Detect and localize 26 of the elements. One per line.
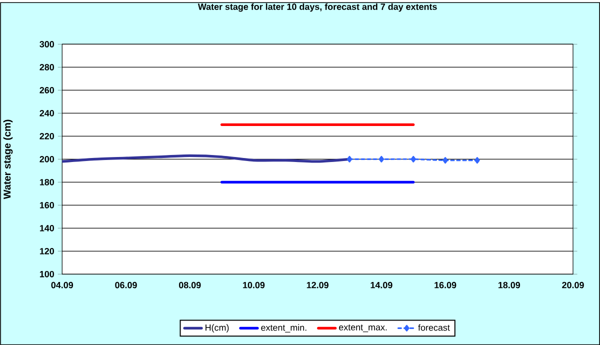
x-tick-label: 18.09 — [498, 282, 520, 288]
x-tick-label: 06.09 — [115, 282, 137, 288]
x-tick-label: 10.09 — [243, 282, 265, 288]
y-tick-label: 160 — [40, 202, 54, 208]
legend-label: extent_max. — [339, 324, 387, 332]
y-tick-label: 220 — [40, 132, 54, 140]
y-axis-title: Water stage (cm) — [3, 120, 13, 200]
x-tick-label: 04.09 — [51, 282, 74, 288]
y-tick-label: 280 — [40, 64, 54, 70]
x-tick-label: 16.09 — [434, 282, 456, 288]
y-tick-label: 100 — [40, 270, 54, 278]
x-tick-label: 08.09 — [179, 282, 201, 288]
y-tick-label: 240 — [40, 110, 54, 116]
y-tick-label: 140 — [40, 224, 54, 232]
x-tick-label: 14.09 — [370, 282, 392, 288]
y-tick-label: 120 — [40, 248, 54, 254]
x-tick-label: 20.09 — [562, 282, 584, 288]
y-tick-label: 180 — [40, 178, 54, 186]
y-tick-label: 300 — [40, 40, 54, 48]
y-tick-label: 200 — [40, 156, 54, 162]
legend-label: H(cm) — [206, 324, 229, 332]
x-tick-label: 12.09 — [306, 282, 328, 288]
legend-label: forecast — [418, 324, 450, 331]
y-tick-label: 260 — [40, 86, 54, 94]
legend-label: extent_min. — [261, 324, 306, 332]
chart-title: Water stage for later 10 days, forecast and 7 day extents — [198, 3, 437, 12]
